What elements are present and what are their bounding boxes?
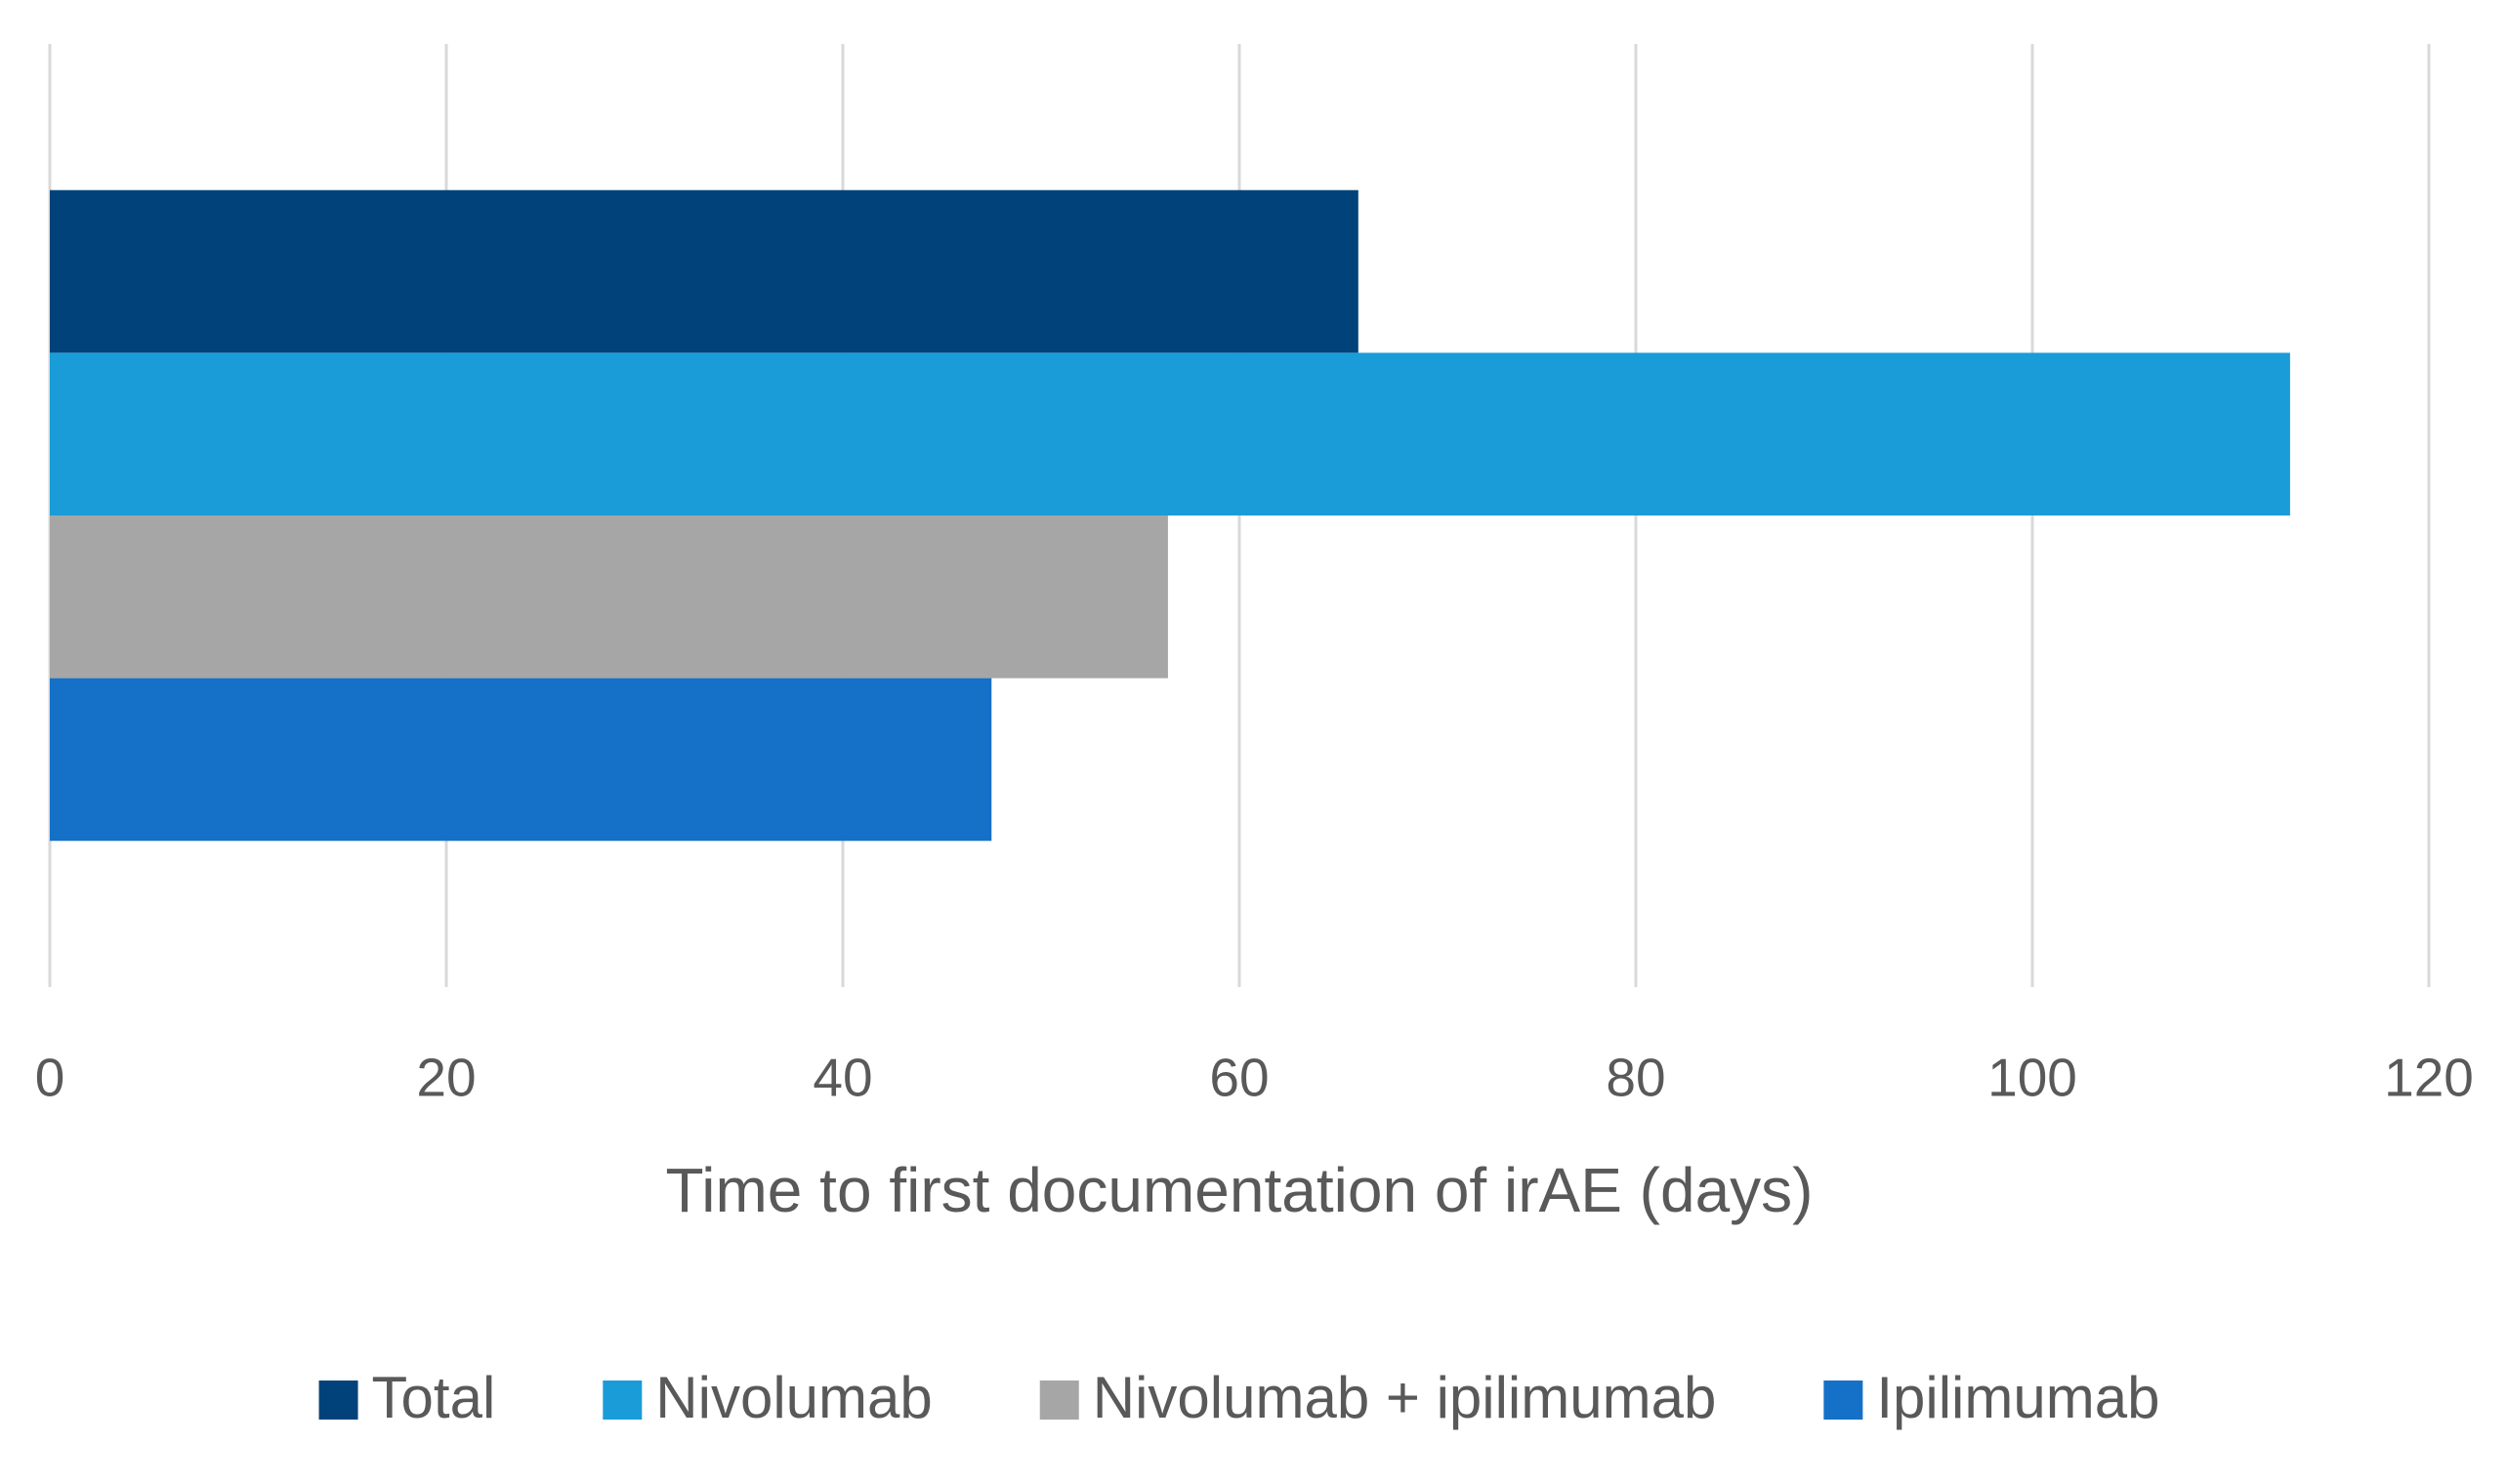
bar xyxy=(50,189,1358,353)
bar xyxy=(50,515,1168,679)
legend-swatch xyxy=(603,1381,643,1420)
legend-text: Nivolumab + ipilimumab xyxy=(1093,1365,1717,1430)
bar xyxy=(50,352,2290,515)
bar xyxy=(50,678,992,842)
x-tick-label: 40 xyxy=(813,1048,872,1108)
x-tick-label: 60 xyxy=(1209,1048,1269,1108)
x-axis-title: Time to first documentation of irAE (day… xyxy=(666,1155,1814,1225)
legend-swatch xyxy=(1039,1381,1079,1420)
legend-text: Nivolumab xyxy=(655,1365,932,1430)
legend-swatch xyxy=(1823,1381,1863,1420)
x-tick-label: 100 xyxy=(1987,1048,2077,1108)
legend-swatch xyxy=(318,1381,358,1420)
x-tick-label: 80 xyxy=(1606,1048,1665,1108)
x-tick-label: 0 xyxy=(35,1048,65,1108)
legend-text: Ipilimumab xyxy=(1876,1365,2159,1430)
legend-text: Total xyxy=(372,1365,496,1430)
x-tick-label: 20 xyxy=(416,1048,476,1108)
x-tick-label: 120 xyxy=(2384,1048,2474,1108)
